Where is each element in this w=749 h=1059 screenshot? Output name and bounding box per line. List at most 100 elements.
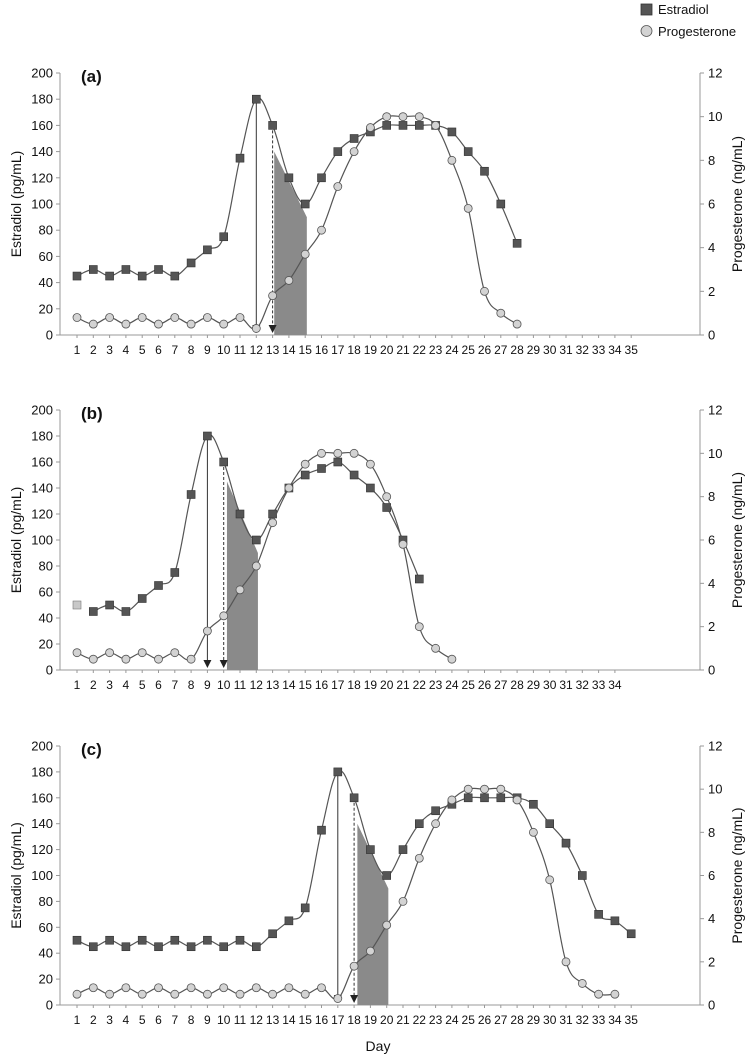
estradiol-point: [252, 942, 261, 952]
right-y-tick-label: 4: [708, 911, 715, 926]
progesterone-point: [202, 313, 212, 322]
left-y-tick-label: 180: [31, 429, 53, 444]
progesterone-point: [545, 875, 555, 885]
progesterone-point: [235, 585, 245, 595]
right-y-tick-label: 8: [708, 825, 715, 840]
right-y-tick-label: 8: [708, 153, 715, 168]
x-tick-label: 9: [204, 678, 211, 692]
x-tick-label: 22: [413, 343, 427, 357]
right-y-tick-label: 12: [708, 403, 722, 418]
x-tick-label: 7: [171, 678, 178, 692]
x-tick-label: 30: [543, 343, 557, 357]
estradiol-series-line: [76, 97, 518, 277]
left-y-tick-label: 200: [31, 403, 53, 418]
left-y-tick-label: 20: [39, 637, 53, 652]
left-y-tick-label: 120: [31, 507, 53, 522]
estradiol-point: [447, 127, 457, 137]
x-tick-label: 18: [347, 678, 361, 692]
left-y-tick-label: 40: [39, 946, 53, 961]
progesterone-point: [300, 249, 310, 259]
progesterone-point: [431, 819, 441, 829]
estradiol-point: [268, 121, 277, 130]
x-tick-label: 28: [510, 678, 524, 692]
estradiol-point: [186, 258, 196, 268]
right-y-tick-label: 10: [708, 782, 722, 797]
estradiol-point: [235, 935, 245, 945]
estradiol-point: [121, 265, 131, 274]
x-tick-label: 11: [234, 343, 247, 357]
x-tick-label: 21: [396, 1013, 410, 1027]
left-y-tick-label: 180: [31, 764, 53, 779]
left-y-tick-label: 160: [31, 790, 53, 805]
panel-label: (b): [81, 404, 103, 423]
progesterone-point: [88, 319, 98, 329]
estradiol-point: [382, 871, 392, 880]
estradiol-point: [317, 173, 326, 183]
x-tick-label: 24: [445, 678, 459, 692]
estradiol-point: [480, 166, 489, 176]
estradiol-point: [414, 574, 424, 584]
x-tick-label: 7: [171, 343, 178, 357]
progesterone-point: [219, 611, 229, 621]
left-axis-title: Estradiol (pg/mL): [8, 822, 24, 929]
estradiol-point: [154, 581, 163, 590]
progesterone-point: [333, 994, 343, 1003]
progesterone-point: [88, 654, 98, 664]
progesterone-point: [414, 622, 424, 632]
estradiol-point: [154, 942, 163, 952]
left-axis-title: Estradiol (pg/mL): [8, 487, 24, 594]
dashed-arrow-head: [219, 660, 228, 668]
estradiol-point: [300, 903, 310, 913]
x-tick-label: 19: [364, 343, 378, 357]
solid-arrow-head: [203, 660, 212, 668]
x-tick-label: 18: [347, 1013, 361, 1027]
progesterone-point: [577, 979, 587, 988]
right-y-tick-label: 10: [708, 109, 722, 124]
x-tick-label: 9: [204, 1013, 211, 1027]
x-tick-label: 16: [315, 343, 329, 357]
estradiol-point: [203, 431, 212, 441]
progesterone-point: [365, 946, 375, 956]
x-tick-label: 15: [299, 678, 313, 692]
progesterone-point: [398, 112, 408, 122]
left-y-tick-label: 20: [39, 301, 53, 316]
progesterone-point: [219, 983, 229, 993]
x-tick-label: 11: [234, 1013, 247, 1027]
progesterone-point: [496, 784, 506, 794]
estradiol-point: [121, 942, 131, 952]
estradiol-point: [349, 470, 359, 480]
progesterone-point: [300, 459, 310, 469]
progesterone-point: [235, 989, 245, 999]
estradiol-point: [219, 232, 228, 242]
x-tick-label: 3: [106, 678, 113, 692]
estradiol-point: [137, 271, 147, 281]
left-y-tick-label: 120: [31, 842, 53, 857]
x-tick-label: 5: [139, 678, 146, 692]
x-tick-label: 9: [204, 343, 211, 357]
progesterone-point: [202, 626, 212, 636]
progesterone-point: [317, 225, 326, 235]
progesterone-point: [284, 983, 294, 993]
progesterone-point: [594, 989, 603, 999]
estradiol-point: [333, 767, 343, 777]
progesterone-point: [382, 920, 392, 930]
progesterone-point: [154, 983, 163, 993]
progesterone-point: [496, 308, 506, 318]
progesterone-point: [333, 182, 343, 191]
x-tick-label: 7: [171, 1013, 178, 1027]
progesterone-point: [137, 313, 147, 322]
left-y-tick-label: 60: [39, 920, 53, 935]
x-tick-label: 15: [299, 1013, 313, 1027]
left-y-tick-label: 80: [39, 894, 53, 909]
x-tick-label: 13: [266, 1013, 280, 1027]
progesterone-point: [88, 983, 98, 993]
left-y-tick-label: 200: [31, 739, 53, 754]
x-tick-label: 22: [413, 1013, 427, 1027]
right-y-tick-label: 0: [708, 663, 715, 678]
left-y-tick-label: 100: [31, 533, 53, 548]
progesterone-point: [284, 483, 294, 493]
x-tick-label: 26: [478, 678, 492, 692]
estradiol-point: [398, 845, 408, 854]
progesterone-point: [186, 319, 196, 329]
